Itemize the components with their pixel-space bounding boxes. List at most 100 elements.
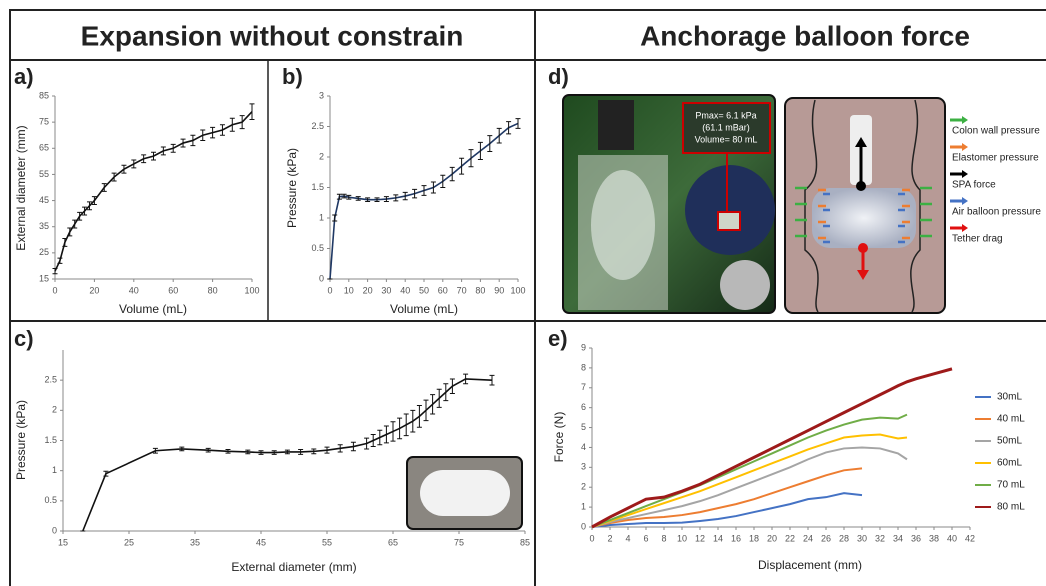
arrow-head: [855, 137, 867, 147]
x-tick-label: 100: [510, 285, 525, 295]
y-tick-label: 4: [581, 442, 586, 452]
error-bar: [390, 421, 396, 442]
error-bar: [336, 193, 342, 200]
x-axis-title: Displacement (mm): [758, 558, 862, 572]
error-bar: [430, 181, 436, 194]
error-bar: [200, 129, 206, 141]
x-tick-label: 80: [208, 285, 218, 295]
y-tick-label: 0: [581, 521, 586, 531]
legend-label: 60mL: [997, 458, 1022, 469]
error-bar: [324, 446, 330, 454]
error-bar: [245, 449, 251, 455]
error-bar: [449, 166, 455, 182]
x-tick-label: 20: [89, 285, 99, 295]
error-bar: [364, 437, 370, 450]
error-bar: [271, 450, 277, 455]
x-tick-label: 30: [381, 285, 391, 295]
legend-arrow-head: [962, 170, 968, 178]
panel-label: d): [548, 64, 569, 89]
error-bar: [111, 172, 117, 182]
panel-label: c): [14, 326, 34, 351]
colon-outline: [804, 99, 921, 313]
error-bar: [249, 103, 255, 121]
dot: [858, 243, 868, 253]
error-bar: [459, 157, 465, 175]
y-tick-label: 45: [39, 195, 49, 205]
error-bar: [496, 127, 502, 144]
error-bar: [374, 197, 380, 203]
annotation-box: [682, 102, 771, 154]
x-tick-label: 50: [419, 285, 429, 295]
x-tick-label: 45: [256, 537, 266, 547]
y-tick-label: 3: [581, 462, 586, 472]
error-bar: [350, 441, 356, 452]
error-bar: [410, 409, 416, 433]
error-bar: [402, 191, 408, 201]
data-line: [591, 446, 908, 528]
x-tick-label: 20: [767, 533, 777, 543]
x-tick-label: 70: [457, 285, 467, 295]
error-bar: [190, 134, 196, 147]
y-tick-label: 85: [39, 90, 49, 100]
y-axis-title: Force (N): [552, 412, 566, 463]
error-bar: [489, 374, 495, 386]
x-tick-label: 25: [124, 537, 134, 547]
data-line: [591, 367, 953, 529]
error-bar: [284, 449, 290, 455]
error-bar: [101, 183, 107, 192]
x-tick-label: 40: [400, 285, 410, 295]
error-bar: [121, 164, 127, 174]
x-axis-title: External diameter (mm): [231, 560, 356, 574]
error-bar: [397, 417, 403, 440]
legend-label: Colon wall pressure: [952, 126, 1040, 137]
y-tick-label: 2: [319, 151, 324, 161]
error-bar: [91, 196, 97, 205]
error-bar: [179, 446, 185, 452]
y-tick-label: 55: [39, 169, 49, 179]
x-tick-label: 55: [322, 537, 332, 547]
y-tick-label: 1: [319, 212, 324, 222]
legend-label: 70 mL: [997, 480, 1025, 491]
error-bar: [412, 188, 418, 199]
error-bar: [258, 450, 264, 455]
x-tick-label: 28: [839, 533, 849, 543]
x-tick-label: 60: [168, 285, 178, 295]
x-tick-label: 6: [643, 533, 648, 543]
error-bar: [383, 196, 389, 203]
error-bar: [219, 124, 225, 136]
legend-label: Air balloon pressure: [952, 207, 1041, 218]
panel-label: e): [548, 326, 568, 351]
error-bar: [487, 135, 493, 153]
data-line: [591, 467, 863, 528]
display: [717, 211, 741, 231]
y-tick-label: 0: [319, 273, 324, 283]
legend-label: SPA force: [952, 180, 996, 191]
error-bar: [180, 138, 186, 148]
error-bar: [430, 394, 436, 415]
y-tick-label: 65: [39, 143, 49, 153]
error-bar: [370, 433, 376, 448]
y-axis-title: Pressure (kPa): [285, 148, 299, 228]
legend-label: 80 mL: [997, 502, 1025, 513]
legend-arrow-head: [962, 116, 968, 124]
x-tick-label: 0: [589, 533, 594, 543]
x-tick-label: 0: [327, 285, 332, 295]
fitting: [720, 260, 770, 310]
error-bar: [62, 237, 68, 247]
y-tick-label: 1: [52, 465, 57, 475]
error-bar: [86, 201, 92, 211]
y-tick-label: 0: [52, 525, 57, 535]
x-tick-label: 80: [475, 285, 485, 295]
error-bar: [346, 194, 352, 200]
legend-label: 30mL: [997, 392, 1022, 403]
panel-label: b): [282, 64, 303, 89]
x-tick-label: 24: [803, 533, 813, 543]
annotation: (61.1 mBar): [702, 122, 750, 132]
error-bar: [403, 413, 409, 437]
header: Expansion without constrain: [81, 20, 464, 51]
data-line: [591, 433, 908, 528]
error-bar: [151, 151, 156, 161]
x-tick-label: 14: [713, 533, 723, 543]
x-tick-label: 18: [749, 533, 759, 543]
